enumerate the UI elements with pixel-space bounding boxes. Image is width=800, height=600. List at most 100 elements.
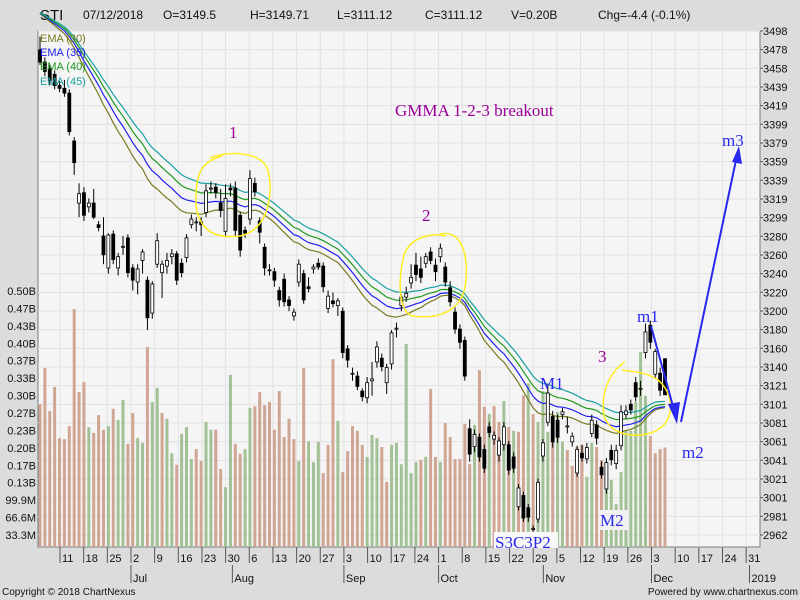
candle xyxy=(282,273,287,307)
quote-volume: V=0.20B xyxy=(511,8,558,22)
candle-body xyxy=(379,357,384,368)
volume-bar xyxy=(639,351,643,547)
candle xyxy=(414,252,418,282)
candle xyxy=(169,249,174,265)
candle xyxy=(589,414,594,438)
candle-body xyxy=(38,49,42,63)
candle xyxy=(155,233,160,268)
volume-tick-label: 66.6M xyxy=(5,513,36,525)
price-tick-label: 3359 xyxy=(763,157,787,169)
legend: EMA (30) EMA (35) EMA (40) EMA (45) xyxy=(40,33,86,88)
candle xyxy=(42,57,47,77)
legend-ema-30: EMA (30) xyxy=(40,33,86,45)
candle-body xyxy=(614,449,619,464)
volume-bar xyxy=(336,420,340,547)
candle xyxy=(135,264,140,295)
volume-bar xyxy=(67,426,71,547)
volume-bar xyxy=(116,419,120,547)
arrow-down-head xyxy=(668,402,680,424)
annotation-m2: m2 xyxy=(682,443,704,462)
candle xyxy=(301,269,306,304)
candle-body xyxy=(653,351,658,375)
volume-bar xyxy=(565,450,569,547)
candle-body xyxy=(545,392,550,423)
candle xyxy=(506,440,511,475)
candle-body xyxy=(204,190,208,213)
powered-by-link[interactable]: Powered by www.chartnexus.com xyxy=(647,587,798,598)
candle xyxy=(292,308,296,321)
price-tick-label: 3478 xyxy=(763,45,787,57)
highlight-circle-2 xyxy=(399,232,468,318)
date-tick-label: 25 xyxy=(109,553,121,565)
candle-body xyxy=(370,378,374,382)
volume-bar xyxy=(590,442,594,547)
candle-body xyxy=(86,202,91,208)
volume-bar xyxy=(92,432,96,547)
candle-body xyxy=(218,202,223,211)
date-tick-label: 27 xyxy=(322,553,334,565)
price-tick-label: 2981 xyxy=(763,511,787,523)
candle-body xyxy=(47,68,52,82)
month-label: Nov xyxy=(545,573,565,585)
copyright: Copyright © 2018 ChartNexus xyxy=(2,587,136,598)
candle xyxy=(594,420,599,445)
candle xyxy=(487,422,492,438)
candle xyxy=(438,243,443,263)
price-tick-label: 3280 xyxy=(763,231,787,243)
price-axis: 3498 3478 3458 3439 3419 3399 3379 3359 3339 3319… xyxy=(760,26,787,542)
candle-body xyxy=(145,279,150,319)
volume-bar xyxy=(272,429,276,547)
candle-body xyxy=(609,449,614,461)
candle-body xyxy=(340,310,345,353)
price-tick-label: 3061 xyxy=(763,437,787,449)
date-tick-label: 5 xyxy=(559,553,565,565)
candle xyxy=(409,264,413,289)
candle-body xyxy=(521,495,526,519)
candle-body xyxy=(91,202,96,218)
candle xyxy=(101,217,106,265)
candle xyxy=(550,410,555,448)
candle xyxy=(331,292,335,308)
volume-bar xyxy=(375,438,379,547)
candle xyxy=(643,323,648,359)
volume-bar xyxy=(106,426,110,547)
price-tick-label: 3498 xyxy=(763,26,787,38)
candle xyxy=(106,233,111,274)
volume-bar xyxy=(224,487,228,547)
candle-body xyxy=(228,187,233,191)
price-tick-label: 3101 xyxy=(763,399,787,411)
volume-bar xyxy=(136,438,140,547)
ema-lines xyxy=(39,12,666,435)
candle xyxy=(306,277,311,293)
candle xyxy=(316,258,321,270)
candle-body xyxy=(560,411,565,416)
price-tick-label: 3419 xyxy=(763,101,787,113)
candle xyxy=(38,36,42,65)
volume-tick-label: 0.40B xyxy=(7,338,36,350)
candle-body xyxy=(306,286,311,290)
volume-bar xyxy=(62,439,66,547)
volume-bar xyxy=(346,451,350,547)
volume-bar xyxy=(165,418,169,547)
candle-body xyxy=(487,426,492,433)
candle-body xyxy=(423,256,428,264)
candle-body xyxy=(433,264,438,273)
volume-bar xyxy=(497,421,501,547)
candle-body xyxy=(541,442,545,457)
volume-bar xyxy=(258,392,262,547)
candle-body xyxy=(101,235,106,256)
volume-bar xyxy=(341,472,345,547)
volume-bar xyxy=(248,407,252,547)
volume-bar xyxy=(282,437,286,547)
candle xyxy=(379,353,384,372)
candle-body xyxy=(184,237,189,259)
volume-bar xyxy=(155,387,159,547)
volume-bar xyxy=(326,444,330,547)
candle xyxy=(433,258,438,282)
date-tick-label: 3 xyxy=(654,553,660,565)
label-bg xyxy=(600,510,628,530)
candle-body xyxy=(52,73,57,86)
candle-body xyxy=(531,528,536,530)
candle-body xyxy=(169,253,174,258)
